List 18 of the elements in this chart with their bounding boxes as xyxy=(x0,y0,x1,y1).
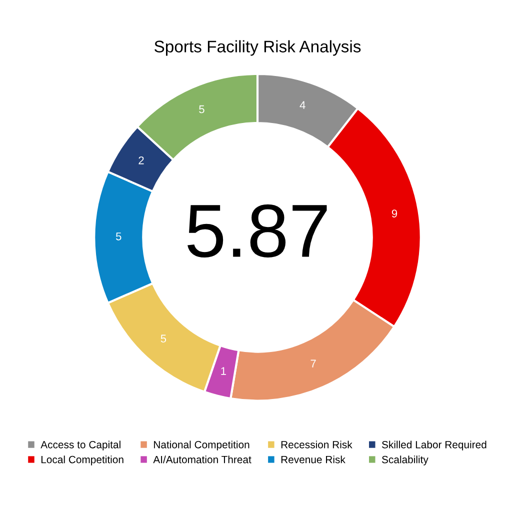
data-label: 9 xyxy=(392,210,398,218)
data-label: 5 xyxy=(116,232,122,240)
data-label: 4 xyxy=(300,101,306,109)
data-label: 5 xyxy=(199,105,204,114)
data-label: 1 xyxy=(221,367,226,375)
legend-label: National Competition xyxy=(154,440,250,450)
legend-label: Revenue Risk xyxy=(281,456,346,464)
data-label: 5 xyxy=(160,334,166,343)
legend-label: Access to Capital xyxy=(40,440,120,450)
legend-label: Scalability xyxy=(382,456,428,466)
data-label: 7 xyxy=(310,360,316,368)
legend-label: Skilled Labor Required xyxy=(382,440,486,450)
legend-label: Recession Risk xyxy=(281,440,352,448)
legend-label: AI/Automation Threat xyxy=(153,456,252,464)
chart-title: Sports Facility Risk Analysis xyxy=(154,40,361,56)
data-label: 2 xyxy=(138,156,144,164)
legend-label: Local Competition xyxy=(41,456,124,466)
text: 5.87 xyxy=(188,204,327,258)
